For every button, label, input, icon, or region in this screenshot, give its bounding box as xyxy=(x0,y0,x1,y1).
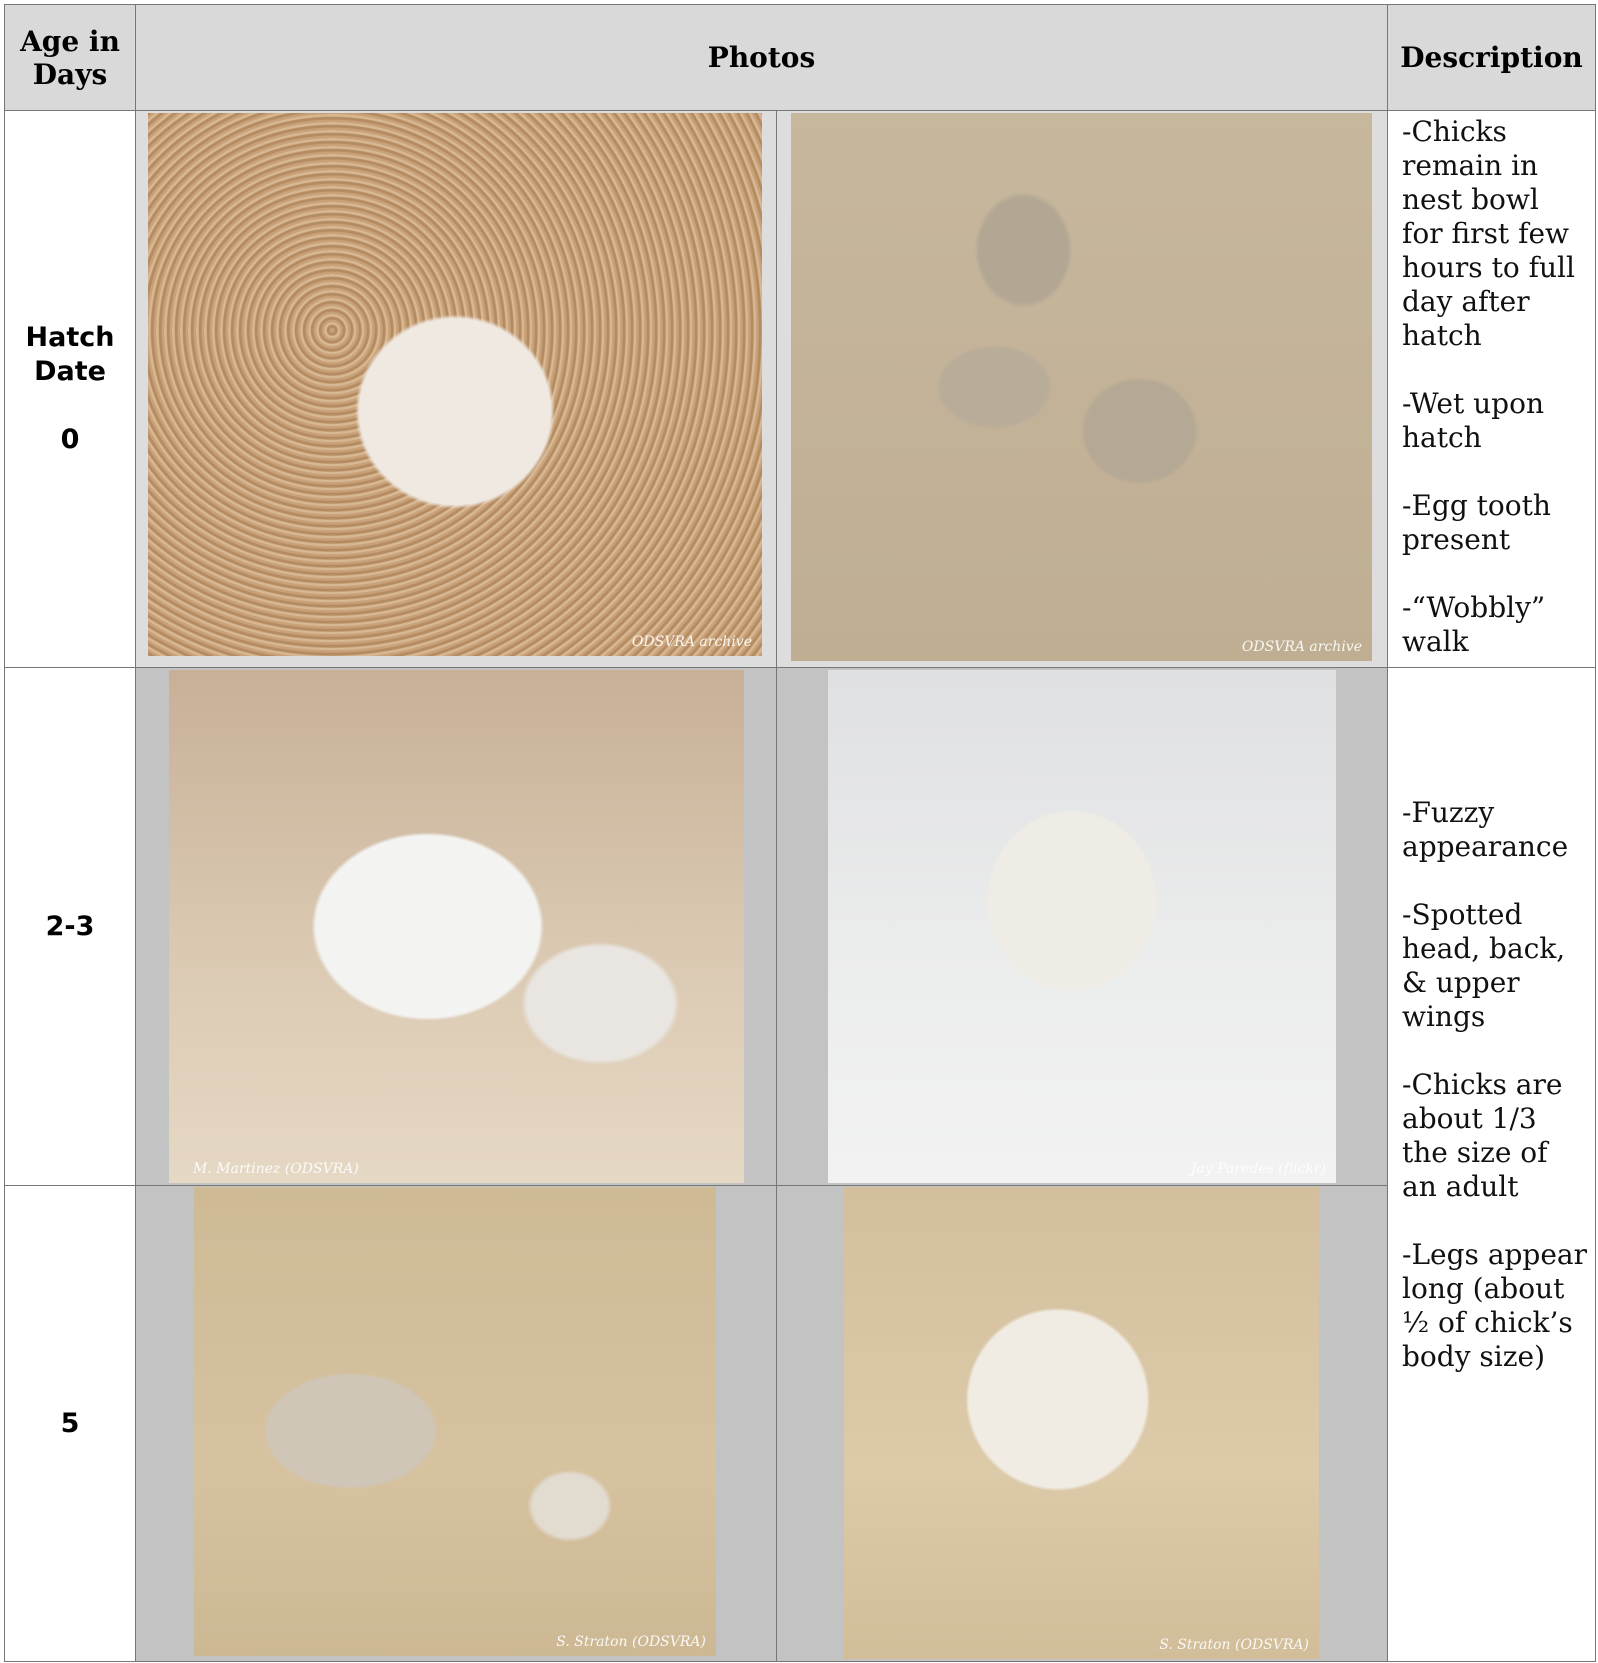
description-item: -Chicks remain in nest bowl for first fe… xyxy=(1402,115,1575,352)
photo-credit: Jay Paredes (flickr) xyxy=(1190,1161,1326,1177)
age-cell: 2-3 xyxy=(4,667,136,1186)
description-cell: -Fuzzy appearance -Spotted head, back, &… xyxy=(1387,667,1596,1662)
photo: ODSVRA archive xyxy=(148,113,762,656)
photo-credit: ODSVRA archive xyxy=(631,634,752,650)
photo-credit: S. Straton (ODSVRA) xyxy=(1159,1637,1309,1653)
description-item: -Egg tooth present xyxy=(1402,489,1551,556)
age-cell: 5 xyxy=(4,1185,136,1662)
description-item: -Wet upon hatch xyxy=(1402,387,1544,454)
age-value: 2-3 xyxy=(45,910,95,942)
photo: S. Straton (ODSVRA) xyxy=(194,1187,716,1656)
description-cell: -Chicks remain in nest bowl for first fe… xyxy=(1387,110,1596,668)
age-label: Hatch Date xyxy=(25,322,115,387)
photo-credit: ODSVRA archive xyxy=(1241,639,1362,655)
photo: S. Straton (ODSVRA) xyxy=(844,1187,1319,1659)
description-item: -Fuzzy appearance xyxy=(1402,796,1569,863)
photo-credit: M. Martinez (ODSVRA) xyxy=(193,1161,359,1177)
description-item: -Legs appear long (about ½ of chick’s bo… xyxy=(1402,1238,1588,1373)
header-photos: Photos xyxy=(135,4,1388,111)
description-item: -Chicks are about 1/3 the size of an adu… xyxy=(1402,1068,1563,1203)
photo: Jay Paredes (flickr) xyxy=(828,670,1336,1183)
header-description: Description xyxy=(1387,4,1596,111)
age-value: 5 xyxy=(60,1407,80,1439)
photo-credit: S. Straton (ODSVRA) xyxy=(556,1634,706,1650)
photo: ODSVRA archive xyxy=(791,113,1372,661)
age-value: 0 xyxy=(60,424,80,455)
header-age: Age in Days xyxy=(4,4,136,111)
photo: M. Martinez (ODSVRA) xyxy=(169,670,744,1183)
description-item: -“Wobbly” walk xyxy=(1402,591,1546,658)
age-cell: Hatch Date 0 xyxy=(4,110,136,668)
description-item: -Spotted head, back, & upper wings xyxy=(1402,898,1566,1033)
